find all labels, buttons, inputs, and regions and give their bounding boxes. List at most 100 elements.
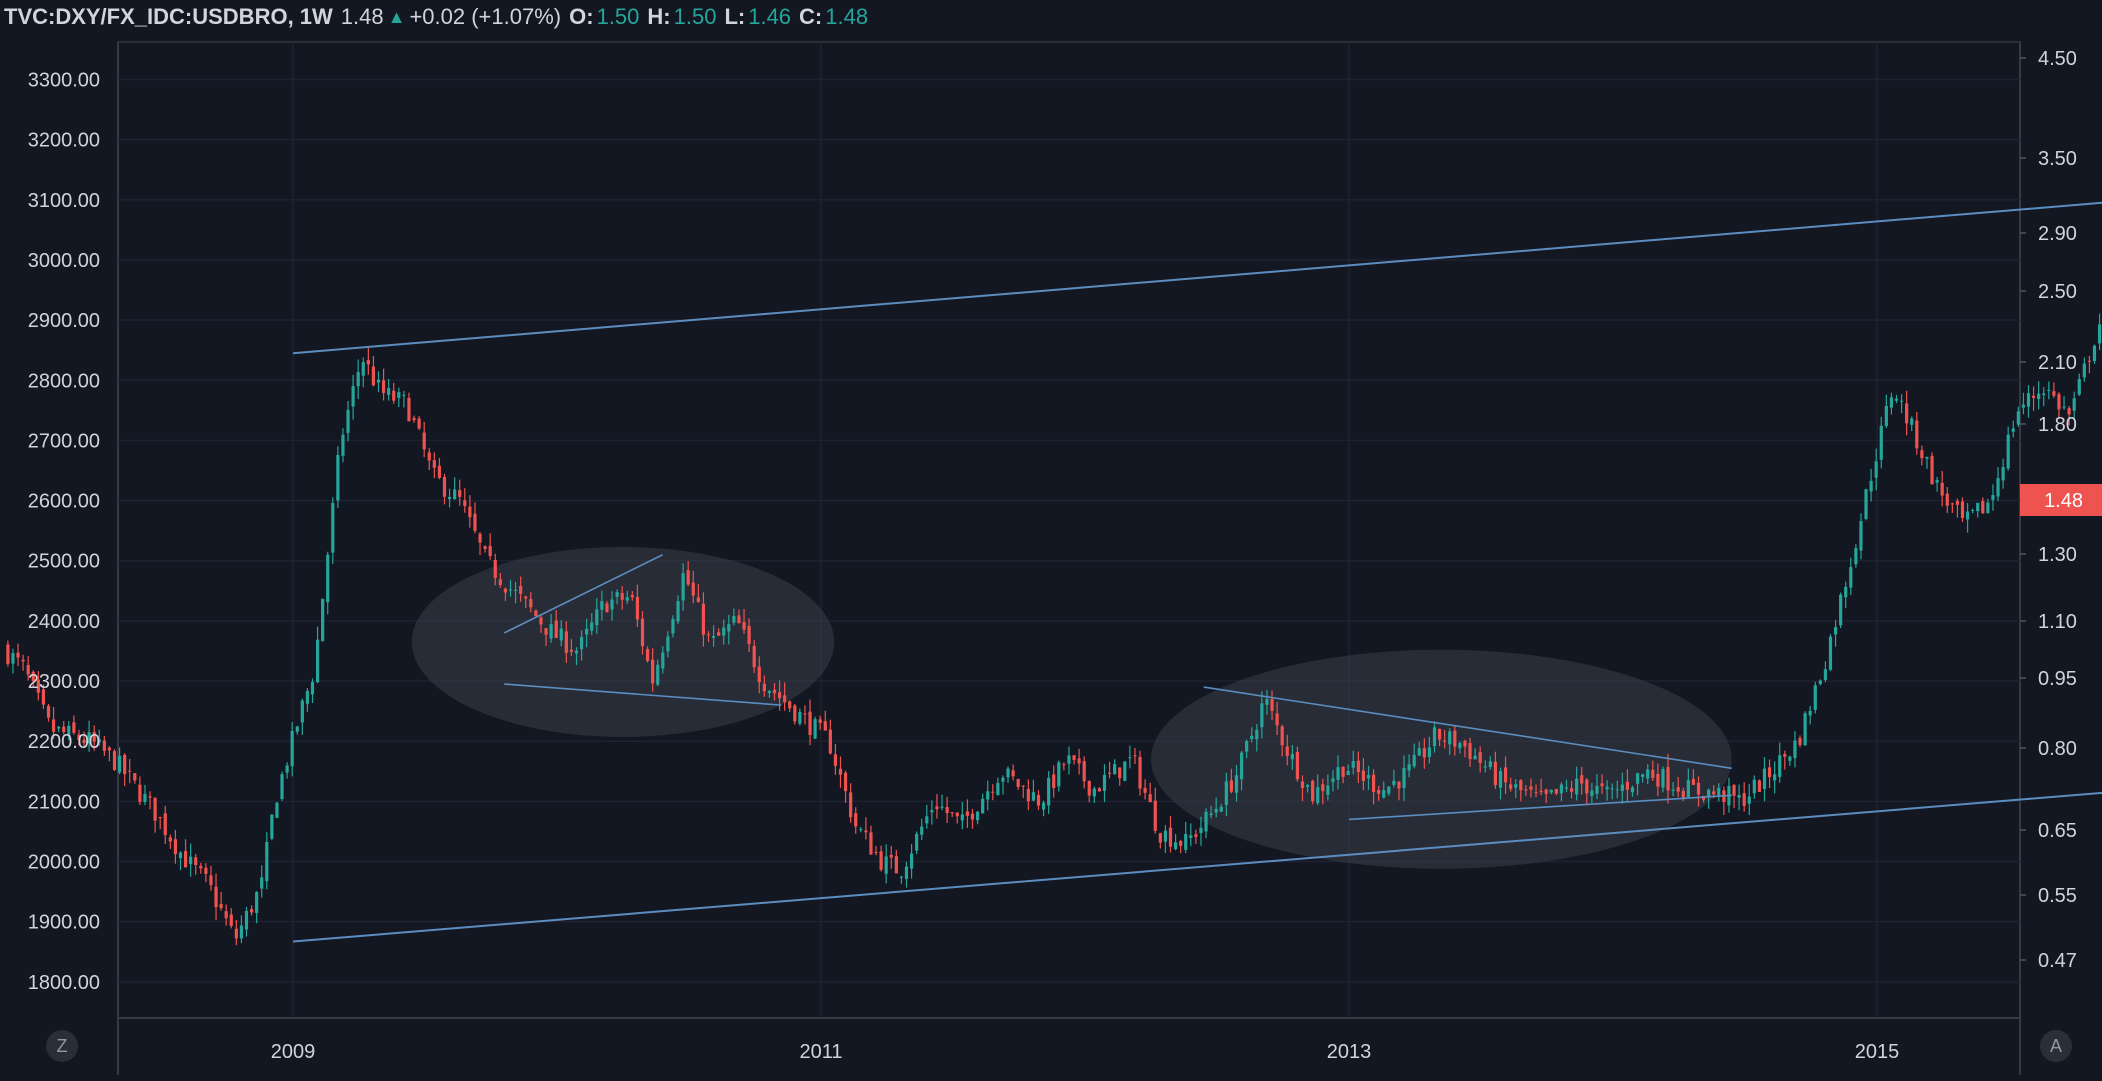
candle-body (1534, 792, 1538, 794)
pattern-trendline[interactable] (503, 554, 663, 634)
candle-body (1696, 782, 1701, 795)
candle-body (1686, 780, 1690, 798)
candle-body (1031, 792, 1036, 801)
candle-body (1757, 780, 1762, 792)
candle-body (148, 796, 152, 798)
candle-body (1971, 509, 1975, 511)
auto-scale-label[interactable]: A (2050, 1036, 2062, 1056)
candle-body (1773, 774, 1777, 781)
candle-body (519, 586, 523, 594)
candle-body (1179, 841, 1183, 846)
candle-body (1661, 769, 1665, 788)
candle-body (402, 394, 406, 396)
candle-body (72, 722, 76, 733)
candle-body (249, 909, 254, 913)
gridlines (118, 42, 2020, 1018)
candle-body (351, 386, 355, 407)
candle-body (1646, 769, 1650, 779)
candle-body (1585, 779, 1589, 794)
pattern-trendline[interactable] (1203, 686, 1732, 770)
candle-body (392, 390, 396, 401)
candle-body (681, 573, 685, 601)
candle-body (1767, 767, 1772, 778)
candle-body (950, 812, 954, 814)
candle-body (493, 560, 497, 578)
candle-body (300, 700, 304, 723)
channel-upper-line[interactable] (292, 46, 2102, 355)
candle-body (1153, 800, 1157, 831)
candle-body (1052, 774, 1056, 789)
pattern-trendline[interactable] (504, 683, 782, 706)
left-price-axis[interactable]: 3300.00 3200.00 3100.00 3000.00 2900.00 2800.… (28, 70, 100, 994)
pattern-trendline[interactable] (1348, 794, 1732, 821)
candle-body (1229, 780, 1234, 792)
candle-body (1839, 594, 1843, 626)
candle-body (671, 618, 675, 634)
candle-body (696, 597, 700, 603)
candle-body (1437, 728, 1442, 740)
x-tick-label: 2011 (799, 1041, 842, 1063)
auto-scale-button[interactable]: A (2040, 1030, 2072, 1062)
candle-body (453, 489, 457, 500)
candle-body (178, 852, 183, 859)
candle-body (930, 810, 934, 813)
candle-body (1539, 790, 1543, 793)
candle-body (1742, 793, 1746, 807)
candle-body (1554, 788, 1558, 794)
right-price-axis[interactable]: 4.50 3.50 2.90 2.50 2.10 1.80 1.30 1.10 0.95 0.80… (2020, 48, 2077, 972)
candle-body (691, 582, 695, 596)
candle-body (590, 622, 594, 631)
candle-body (879, 851, 883, 870)
candle-body (1402, 767, 1406, 789)
candle-body (11, 653, 15, 664)
candle-body (1905, 403, 1909, 424)
candle-body (859, 829, 863, 831)
corner-z-circle[interactable] (46, 1030, 78, 1062)
candle-body (960, 814, 964, 821)
channel-lower-line[interactable] (292, 638, 2102, 943)
candle-body (635, 596, 640, 620)
auto-scale-circle[interactable] (2040, 1030, 2072, 1062)
candle-body (305, 690, 310, 704)
candle-body (722, 627, 726, 636)
candle-body (686, 570, 690, 585)
candle-body (1818, 680, 1822, 684)
symbol-title[interactable]: TVC:DXY/FX_IDC:USDBRO, 1W (4, 4, 333, 29)
candle-body (1224, 781, 1228, 805)
corner-z-label[interactable]: Z (57, 1036, 68, 1056)
candle-body (1569, 788, 1574, 792)
candle-body (326, 554, 330, 603)
candle-body (869, 832, 873, 855)
candle-body (412, 417, 416, 421)
candle-body (1671, 789, 1675, 791)
candle-body (1778, 755, 1782, 777)
candle-body (1300, 781, 1305, 788)
candle-body (630, 595, 634, 598)
candle-body (1996, 478, 2000, 497)
candle-body (57, 726, 61, 729)
candle-body (432, 460, 436, 468)
candle-body (1047, 777, 1051, 806)
corner-z-button[interactable]: Z (46, 1030, 78, 1062)
candle-body (1214, 808, 1218, 813)
candle-body (1625, 781, 1630, 790)
candle-body (153, 797, 157, 821)
candle-body (1097, 788, 1102, 792)
candle-body (463, 500, 467, 507)
candle-body (1519, 780, 1523, 791)
candle-body (1509, 784, 1513, 789)
candle-body (1016, 778, 1020, 787)
candle-body (473, 513, 477, 531)
candle-body (762, 683, 766, 692)
candle-body (295, 726, 299, 732)
candle-body (595, 609, 599, 626)
candle-body (2031, 395, 2036, 398)
time-axis[interactable]: 2009201120132015201720192021 (271, 1041, 2102, 1063)
candle-body (1580, 775, 1584, 784)
candle-body (529, 599, 533, 608)
candle-body (854, 813, 858, 827)
candle-body (2067, 408, 2071, 415)
candle-body (21, 659, 25, 662)
candle-body (579, 637, 584, 650)
